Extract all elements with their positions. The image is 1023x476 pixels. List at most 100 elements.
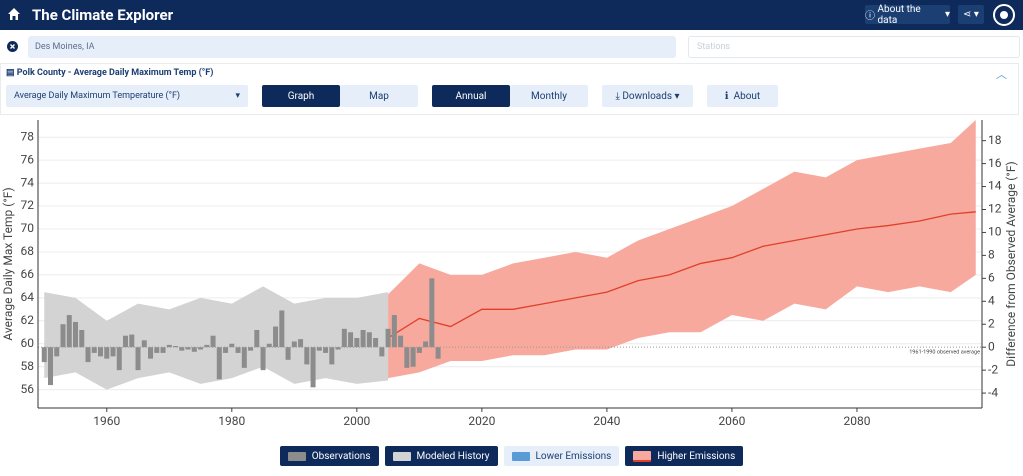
- observation-bar: [116, 347, 122, 371]
- observation-bar: [273, 326, 279, 348]
- legend-label: Higher Emissions: [657, 450, 736, 462]
- y-tick-label: 70: [21, 221, 35, 235]
- observation-bar: [48, 347, 54, 386]
- y2-tick-label: 4: [988, 293, 995, 307]
- stations-text: Stations: [697, 42, 731, 52]
- about-data-label: About the data: [877, 3, 921, 26]
- observation-bar: [60, 324, 66, 348]
- observation-bar: [73, 321, 79, 348]
- collapse-icon[interactable]: ︿: [996, 68, 1007, 81]
- clear-icon[interactable]: [7, 41, 18, 52]
- location-input[interactable]: Des Moines, IA: [28, 36, 676, 58]
- about-button[interactable]: ℹ About: [707, 85, 778, 107]
- observation-bar: [279, 310, 285, 348]
- observation-bar: [329, 347, 335, 365]
- observation-bar: [41, 347, 47, 363]
- y2-axis-label: Difference from Observed Average (°F): [1004, 161, 1018, 366]
- observation-bar: [241, 347, 247, 368]
- y2-tick-label: 14: [988, 179, 1002, 193]
- observation-bar: [254, 329, 260, 348]
- y-tick-label: 66: [21, 267, 35, 281]
- legend: Observations Modeled History Lower Emissio…: [0, 446, 1023, 466]
- y-tick-label: 60: [21, 336, 35, 350]
- x-tick-label: 1960: [93, 414, 120, 428]
- legend-button[interactable]: Observations: [279, 446, 379, 466]
- observation-bar: [191, 347, 197, 352]
- y-tick-label: 56: [21, 382, 35, 396]
- median-line: [387, 211, 976, 339]
- observation-bar: [129, 334, 135, 348]
- legend-button[interactable]: Higher Emissions: [625, 446, 744, 466]
- legend-swatch: [511, 451, 530, 461]
- reference-label: 1961-1990 observed average: [909, 350, 980, 356]
- observation-bar: [85, 347, 91, 363]
- observation-bar: [298, 339, 304, 348]
- observation-bar: [54, 347, 60, 357]
- annual-button[interactable]: Annual: [432, 85, 510, 107]
- map-button[interactable]: Map: [340, 85, 418, 107]
- x-tick-label: 2080: [843, 414, 870, 428]
- graph-button[interactable]: Graph: [262, 85, 340, 107]
- observation-bar: [229, 343, 235, 348]
- x-tick-label: 2060: [718, 414, 745, 428]
- observation-bar: [354, 338, 360, 348]
- observation-bar: [235, 347, 241, 353]
- home-icon[interactable]: [7, 7, 21, 21]
- share-button[interactable]: ⋖ ▾: [958, 5, 984, 24]
- observation-bar: [260, 347, 266, 371]
- downloads-button[interactable]: ⤓ Downloads ▾: [602, 85, 693, 107]
- logo[interactable]: [992, 3, 1016, 27]
- observation-bar: [373, 338, 379, 348]
- legend-label: Modeled History: [416, 450, 490, 462]
- observation-bar: [385, 328, 391, 348]
- panel-title-text: Polk County - Average Daily Maximum Temp…: [16, 68, 214, 78]
- observation-bar: [348, 332, 354, 348]
- legend-swatch: [392, 451, 411, 461]
- observation-bar: [410, 347, 416, 367]
- about-text: About: [733, 90, 761, 102]
- y-tick-label: 68: [21, 244, 35, 258]
- observation-bar: [360, 329, 366, 348]
- observation-bar: [335, 347, 341, 350]
- observation-bar: [310, 347, 316, 388]
- y2-tick-label: 0: [988, 339, 995, 353]
- observation-bar: [266, 343, 272, 348]
- x-tick-label: 2040: [593, 414, 620, 428]
- observation-bar: [110, 347, 116, 357]
- y2-tick-label: 10: [988, 225, 1002, 239]
- observation-bar: [285, 347, 291, 360]
- y2-tick-label: 16: [988, 156, 1002, 170]
- observation-bar: [223, 347, 229, 353]
- observation-bar: [198, 347, 204, 350]
- y2-tick-label: 8: [988, 248, 995, 262]
- observation-bar: [123, 335, 129, 348]
- legend-label: Observations: [311, 450, 371, 462]
- stations-select[interactable]: Stations: [688, 36, 1020, 58]
- panel: [0, 63, 1019, 115]
- monthly-button[interactable]: Monthly: [510, 85, 588, 107]
- legend-swatch: [287, 451, 306, 461]
- variable-select[interactable]: Average Daily Maximum Temperature (°F) ▾: [6, 85, 248, 107]
- observation-bar: [416, 347, 422, 353]
- legend-label: Lower Emissions: [535, 450, 612, 462]
- y-tick-label: 64: [21, 290, 35, 304]
- observation-bar: [248, 347, 254, 351]
- legend-button[interactable]: Lower Emissions: [503, 446, 620, 466]
- observation-bar: [404, 347, 410, 368]
- about-data-button[interactable]: ⓘ About the data ▾: [865, 3, 950, 26]
- location-text: Des Moines, IA: [35, 42, 95, 52]
- observation-bar: [173, 346, 179, 348]
- observation-bar: [204, 344, 210, 348]
- y-tick-label: 72: [21, 198, 35, 212]
- y-tick-label: 58: [21, 359, 35, 373]
- observation-bar: [148, 347, 154, 359]
- observation-bar: [91, 347, 97, 353]
- downloads-text: Downloads: [622, 90, 673, 102]
- legend-button[interactable]: Modeled History: [384, 446, 498, 466]
- observation-bar: [160, 347, 166, 353]
- observation-bar: [391, 315, 397, 348]
- panel-title: ▤ Polk County - Average Daily Maximum Te…: [6, 68, 214, 78]
- y2-tick-label: 6: [988, 271, 995, 285]
- range-band: [388, 120, 976, 379]
- y-tick-label: 74: [21, 175, 35, 189]
